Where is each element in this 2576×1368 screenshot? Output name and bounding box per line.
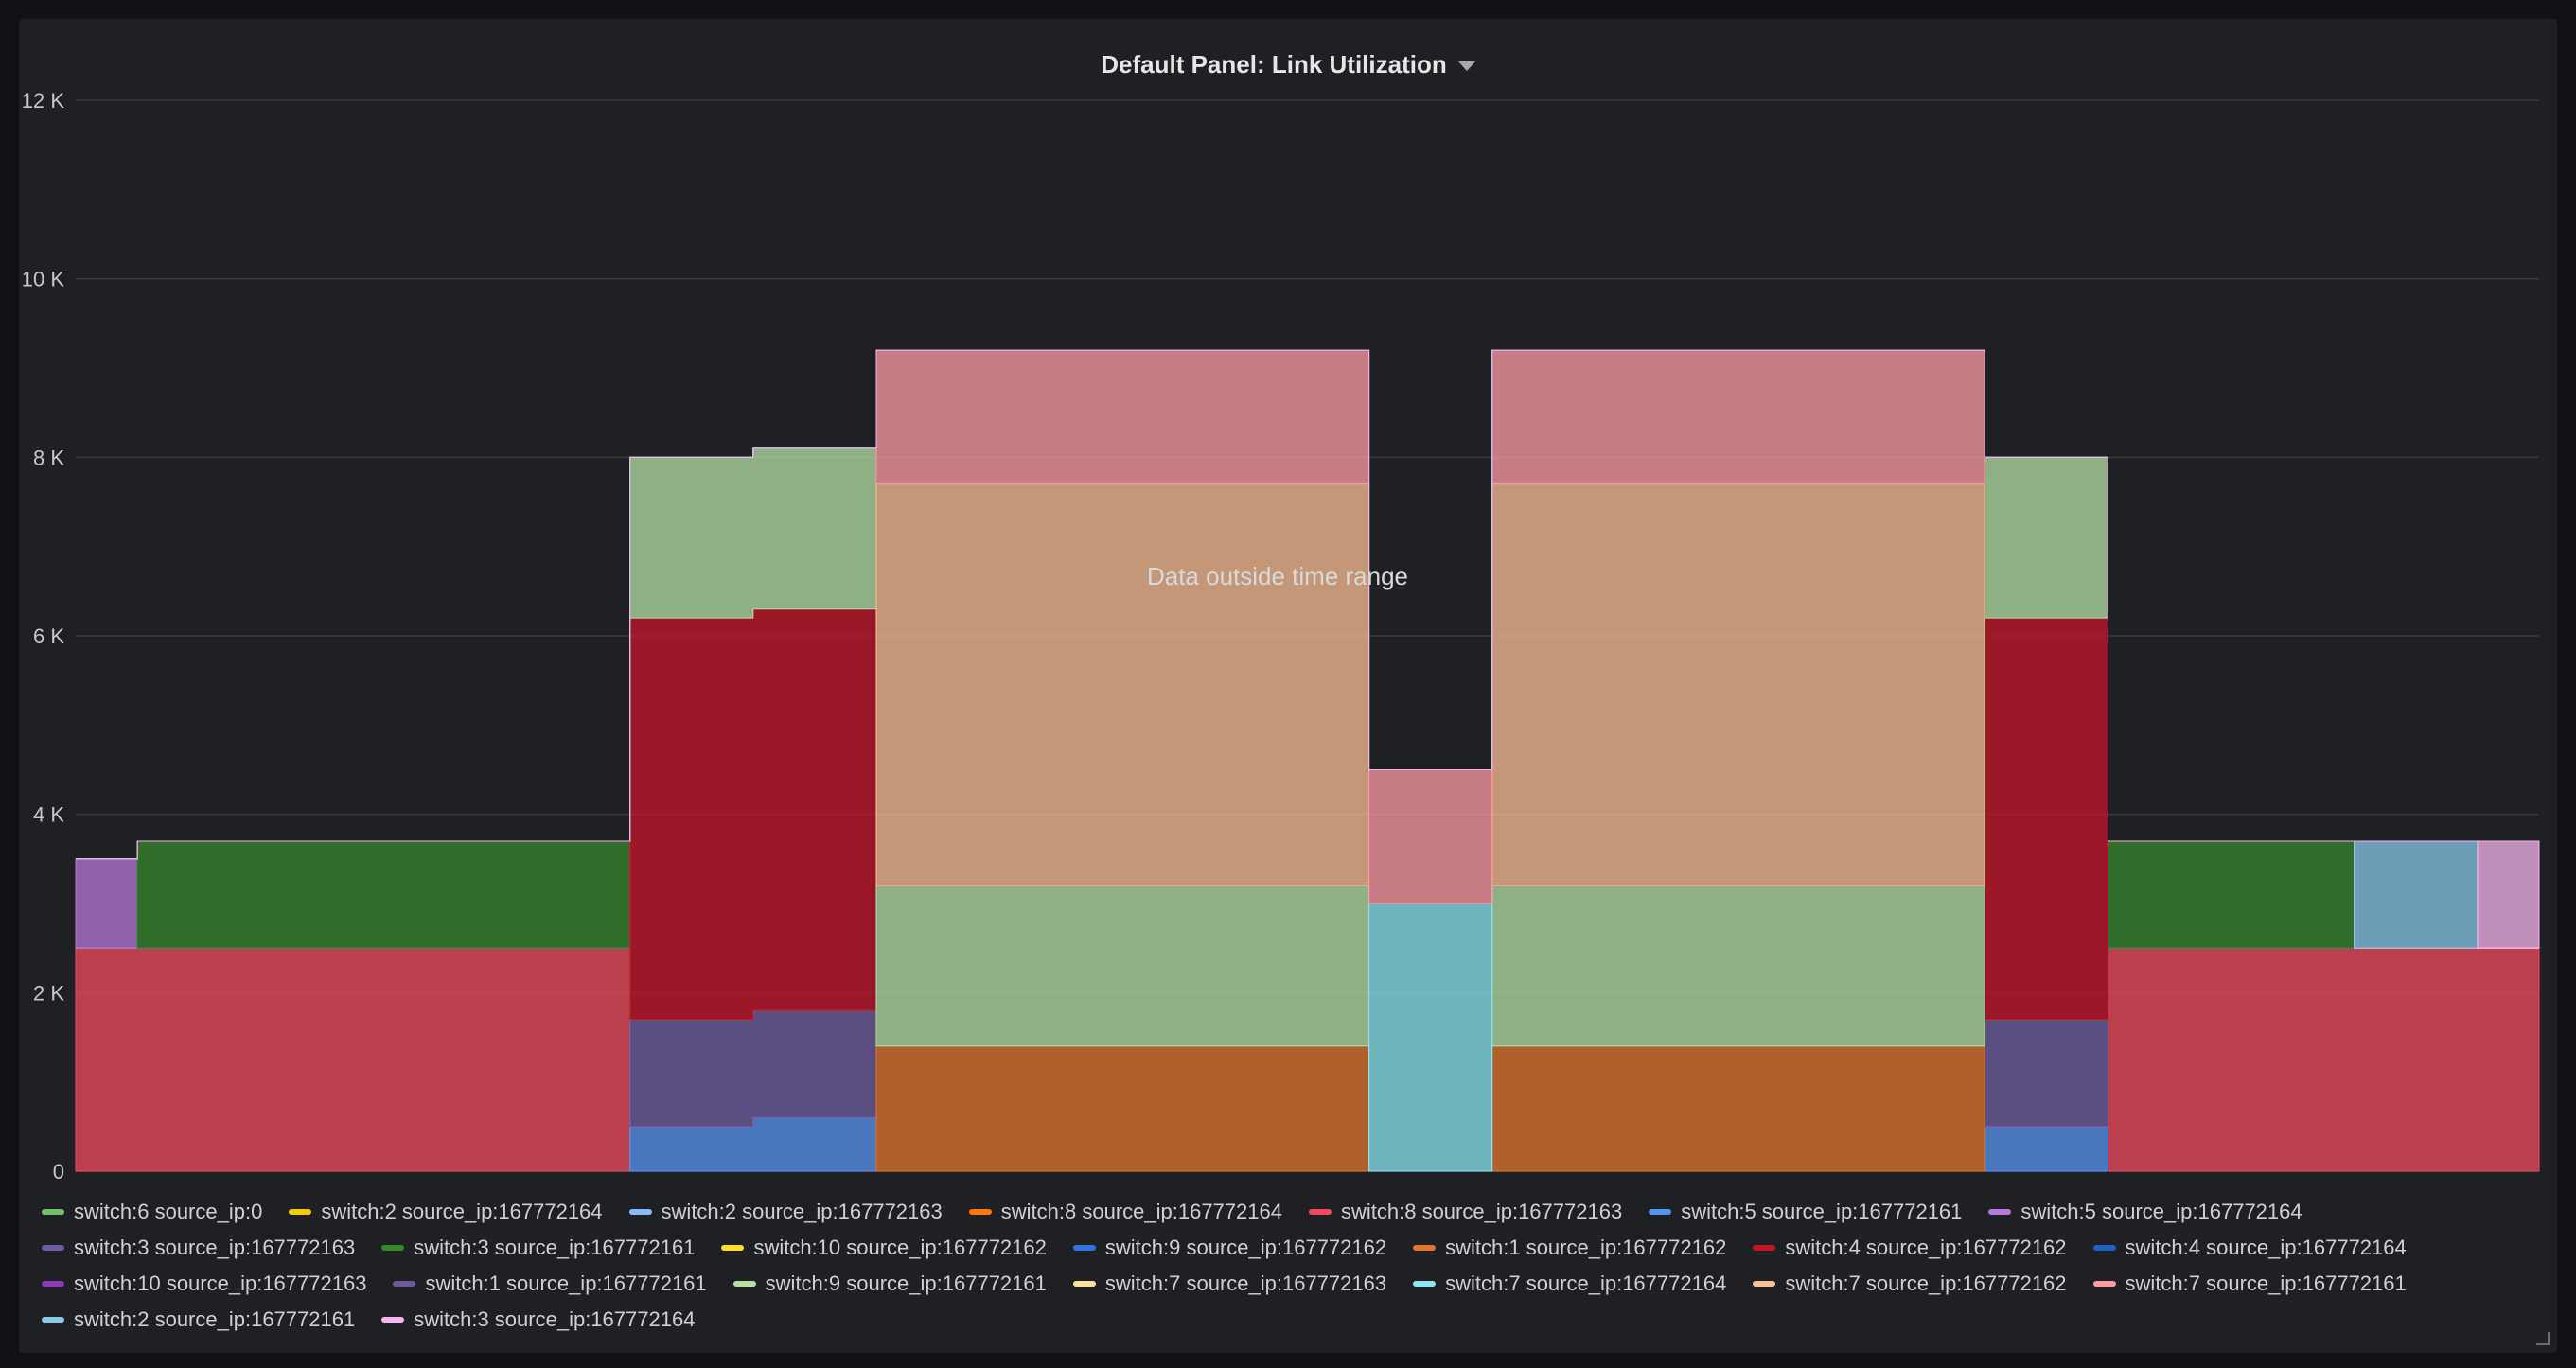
legend-item[interactable]: switch:3 source_ip:167772163: [42, 1234, 355, 1262]
panel: Default Panel: Link Utilization 0 2 K 4 K 6…: [19, 19, 2557, 1353]
legend-label: switch:2 source_ip:167772164: [321, 1200, 603, 1223]
legend-swatch: [968, 1209, 992, 1215]
legend-label: switch:5 source_ip:167772161: [1681, 1200, 1963, 1223]
legend-swatch: [2092, 1281, 2116, 1287]
legend-label: switch:4 source_ip:167772162: [1785, 1236, 2067, 1259]
legend-swatch: [42, 1281, 64, 1287]
legend-label: switch:7 source_ip:167772163: [1104, 1272, 1387, 1295]
legend-swatch: [721, 1245, 745, 1251]
y-tick-label: 2 K: [33, 981, 64, 1005]
legend-item[interactable]: switch:4 source_ip:167772162: [1753, 1234, 2067, 1262]
panel-header[interactable]: Default Panel: Link Utilization: [19, 47, 2557, 81]
legend-swatch: [1649, 1209, 1672, 1215]
legend-label: switch:3 source_ip:167772163: [74, 1236, 356, 1259]
y-tick-label: 4 K: [33, 803, 64, 827]
legend-item[interactable]: switch:4 source_ip:167772164: [2092, 1234, 2407, 1262]
legend-label: switch:9 source_ip:167772162: [1104, 1236, 1387, 1259]
legend-swatch: [289, 1209, 312, 1215]
legend-swatch: [381, 1317, 405, 1323]
legend-label: switch:8 source_ip:167772164: [1000, 1200, 1282, 1223]
y-tick-label: 6 K: [33, 624, 64, 648]
legend-item[interactable]: switch:9 source_ip:167772162: [1072, 1234, 1387, 1262]
legend: switch:6 source_ip:0 switch:2 source_ip:1…: [42, 1198, 2445, 1334]
legend-swatch: [393, 1281, 416, 1287]
chart: 0 2 K 4 K 6 K 8 K 10 K 12 K Data outside time …: [22, 89, 2540, 1183]
legend-label: switch:7 source_ip:167772164: [1445, 1272, 1727, 1295]
legend-swatch: [42, 1317, 64, 1323]
legend-item[interactable]: switch:7 source_ip:167772162: [1753, 1270, 2067, 1298]
legend-swatch: [628, 1209, 652, 1215]
legend-label: switch:1 source_ip:167772161: [425, 1272, 707, 1295]
y-tick-label: 0: [53, 1160, 64, 1183]
legend-swatch: [1753, 1281, 1776, 1287]
legend-label: switch:7 source_ip:167772161: [2125, 1272, 2407, 1295]
legend-swatch: [1072, 1245, 1096, 1251]
legend-item[interactable]: switch:1 source_ip:167772161: [393, 1270, 707, 1298]
legend-swatch: [732, 1281, 756, 1287]
legend-swatch: [1753, 1245, 1776, 1251]
legend-label: switch:4 source_ip:167772164: [2125, 1236, 2407, 1259]
legend-item[interactable]: switch:10 source_ip:167772162: [721, 1234, 1047, 1262]
plot-areas: [75, 349, 2540, 1172]
legend-item[interactable]: switch:3 source_ip:167772164: [381, 1306, 695, 1334]
legend-item[interactable]: switch:7 source_ip:167772164: [1413, 1270, 1726, 1298]
legend-label: switch:1 source_ip:167772162: [1445, 1236, 1727, 1259]
legend-item[interactable]: switch:5 source_ip:167772164: [1988, 1198, 2303, 1226]
legend-item[interactable]: switch:2 source_ip:167772163: [628, 1198, 943, 1226]
legend-label: switch:9 source_ip:167772161: [765, 1272, 1047, 1295]
legend-swatch: [1988, 1209, 2012, 1215]
chevron-down-icon[interactable]: [1457, 61, 1475, 71]
legend-label: switch:10 source_ip:167772162: [753, 1236, 1047, 1259]
legend-item[interactable]: switch:3 source_ip:167772161: [381, 1234, 695, 1262]
legend-label: switch:3 source_ip:167772164: [414, 1307, 696, 1331]
legend-label: switch:2 source_ip:167772163: [661, 1200, 943, 1223]
legend-swatch: [2092, 1245, 2116, 1251]
legend-item[interactable]: switch:8 source_ip:167772164: [968, 1198, 1282, 1226]
resize-handle[interactable]: [2536, 1332, 2550, 1345]
legend-item[interactable]: switch:5 source_ip:167772161: [1649, 1198, 1962, 1226]
legend-swatch: [42, 1209, 64, 1215]
legend-label: switch:6 source_ip:0: [74, 1200, 263, 1223]
legend-label: switch:5 source_ip:167772164: [2020, 1200, 2303, 1223]
chart-annotation: Data outside time range: [1147, 562, 1408, 590]
legend-item[interactable]: switch:1 source_ip:167772162: [1413, 1234, 1726, 1262]
y-tick-label: 10 K: [22, 268, 65, 291]
y-axis: 0 2 K 4 K 6 K 8 K 10 K 12 K: [22, 89, 65, 1183]
legend-item[interactable]: switch:8 source_ip:167772163: [1308, 1198, 1623, 1226]
legend-swatch: [42, 1245, 64, 1251]
panel-title[interactable]: Default Panel: Link Utilization: [1101, 49, 1447, 79]
legend-label: switch:2 source_ip:167772161: [74, 1307, 356, 1331]
legend-swatch: [1413, 1281, 1437, 1287]
legend-swatch: [1308, 1209, 1332, 1215]
y-tick-label: 12 K: [22, 89, 65, 113]
legend-item[interactable]: switch:6 source_ip:0: [42, 1198, 262, 1226]
legend-item[interactable]: switch:2 source_ip:167772161: [42, 1306, 355, 1334]
legend-swatch: [1413, 1245, 1437, 1251]
legend-item[interactable]: switch:10 source_ip:167772163: [42, 1270, 366, 1298]
legend-label: switch:3 source_ip:167772161: [414, 1236, 696, 1259]
legend-label: switch:10 source_ip:167772163: [74, 1272, 367, 1295]
legend-swatch: [381, 1245, 405, 1251]
legend-label: switch:7 source_ip:167772162: [1785, 1272, 2067, 1295]
y-tick-label: 8 K: [33, 446, 64, 469]
legend-item[interactable]: switch:9 source_ip:167772161: [732, 1270, 1047, 1298]
legend-item[interactable]: switch:2 source_ip:167772164: [289, 1198, 603, 1226]
legend-item[interactable]: switch:7 source_ip:167772161: [2092, 1270, 2407, 1298]
legend-label: switch:8 source_ip:167772163: [1340, 1200, 1623, 1223]
legend-swatch: [1072, 1281, 1096, 1287]
series-area: [76, 349, 2540, 949]
legend-item[interactable]: switch:7 source_ip:167772163: [1072, 1270, 1387, 1298]
